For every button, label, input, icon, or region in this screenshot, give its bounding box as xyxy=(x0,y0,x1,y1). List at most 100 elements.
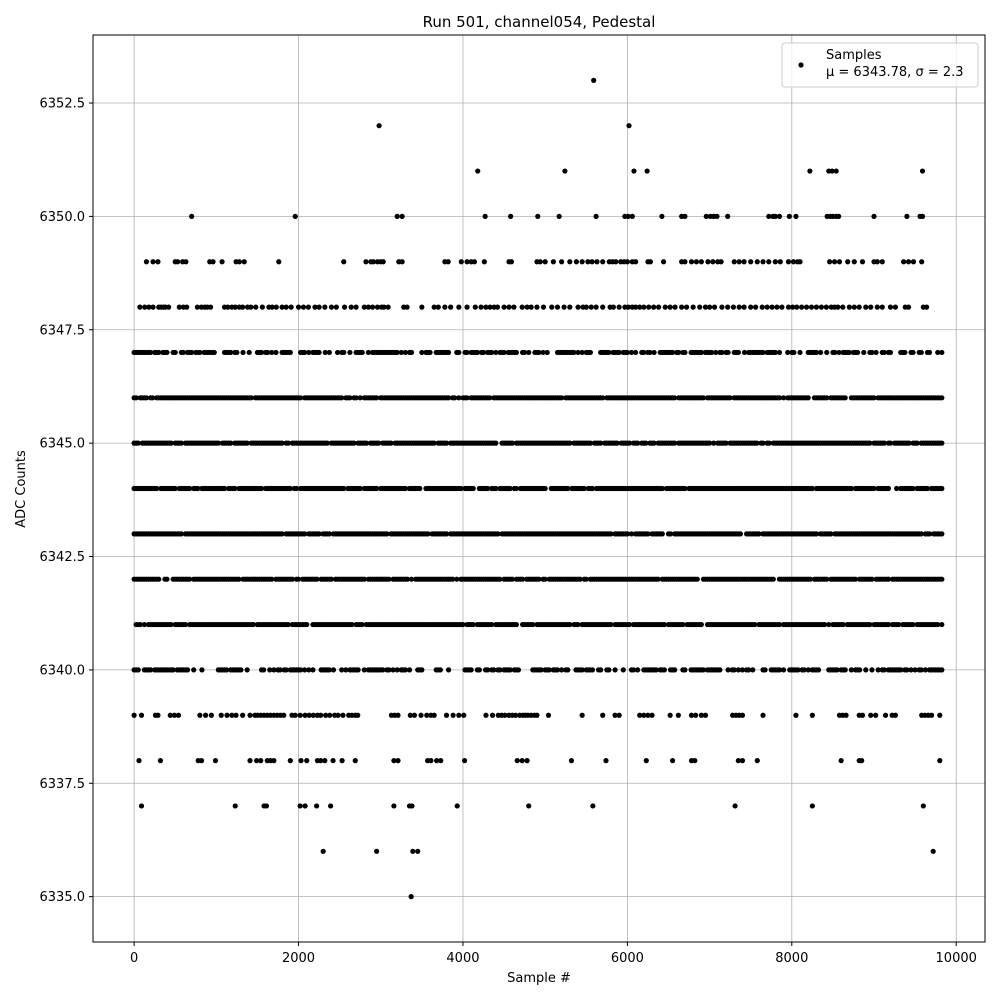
data-point xyxy=(464,304,470,310)
data-point xyxy=(554,304,561,310)
data-point xyxy=(926,531,933,537)
data-point xyxy=(302,531,308,537)
data-point xyxy=(524,758,530,764)
data-point xyxy=(443,440,450,446)
data-point xyxy=(785,349,791,356)
data-point xyxy=(515,667,522,673)
data-point xyxy=(700,395,707,401)
data-point xyxy=(807,168,813,174)
data-point xyxy=(606,667,612,673)
data-point xyxy=(248,395,254,401)
data-point xyxy=(559,259,565,265)
plot-area-frame xyxy=(92,34,986,943)
data-point xyxy=(508,213,514,219)
data-point xyxy=(450,576,456,582)
data-point xyxy=(297,803,303,809)
data-point xyxy=(519,576,526,582)
data-point xyxy=(791,349,797,356)
data-point xyxy=(537,259,543,265)
data-point xyxy=(549,304,555,310)
data-point xyxy=(554,667,561,673)
data-point xyxy=(186,485,193,492)
data-point xyxy=(752,621,758,628)
data-point xyxy=(918,531,924,537)
data-point xyxy=(567,621,573,628)
data-point xyxy=(637,304,643,310)
data-point xyxy=(443,531,450,537)
data-point xyxy=(714,213,720,219)
data-point xyxy=(452,395,458,401)
data-point xyxy=(612,712,618,718)
data-point xyxy=(310,667,316,673)
data-point xyxy=(920,803,926,809)
data-point xyxy=(502,712,508,718)
data-point xyxy=(357,395,363,401)
data-point xyxy=(195,485,201,492)
data-point xyxy=(374,485,380,492)
data-point xyxy=(435,304,441,310)
data-point xyxy=(497,576,503,582)
data-point xyxy=(212,758,219,764)
data-point xyxy=(353,395,359,401)
data-point xyxy=(885,576,892,582)
data-point xyxy=(456,395,462,401)
data-point xyxy=(326,667,332,673)
data-point xyxy=(374,848,380,854)
data-point xyxy=(725,213,731,219)
data-point xyxy=(248,304,254,310)
data-point xyxy=(170,667,176,673)
x-axis-label: Sample # xyxy=(507,971,571,986)
data-point xyxy=(710,259,716,265)
data-point xyxy=(769,304,775,310)
data-point xyxy=(497,667,503,673)
data-point xyxy=(679,304,685,310)
data-point xyxy=(476,667,482,673)
y-tick-label: 6342.5 xyxy=(40,550,86,565)
data-point xyxy=(178,440,184,446)
data-point xyxy=(260,667,267,673)
data-point xyxy=(288,304,294,310)
data-point xyxy=(512,712,519,718)
data-point xyxy=(546,667,552,673)
data-point xyxy=(380,667,386,673)
data-point xyxy=(482,213,488,219)
data-point xyxy=(690,304,696,310)
data-point xyxy=(565,667,571,673)
data-point xyxy=(522,349,528,356)
data-point xyxy=(304,621,310,628)
data-point xyxy=(780,667,787,673)
data-point xyxy=(258,758,264,764)
data-point xyxy=(905,259,912,265)
legend-entry-label: Samples xyxy=(826,48,882,63)
data-point xyxy=(279,304,285,310)
data-point xyxy=(197,349,203,356)
data-point xyxy=(851,304,857,310)
data-point xyxy=(283,667,289,673)
data-point xyxy=(732,803,738,809)
data-point xyxy=(142,304,148,310)
data-point xyxy=(896,621,902,628)
data-point xyxy=(843,712,849,718)
x-tick-label: 10000 xyxy=(936,951,977,966)
data-point xyxy=(875,667,881,673)
data-point xyxy=(871,395,877,401)
data-point xyxy=(386,576,392,582)
data-point xyxy=(653,667,659,673)
data-point xyxy=(471,259,478,265)
data-point xyxy=(826,621,832,628)
data-point xyxy=(485,485,491,492)
data-point xyxy=(203,712,209,718)
data-point xyxy=(662,304,668,310)
x-tick-label: 2000 xyxy=(282,951,315,966)
data-point xyxy=(361,667,367,673)
data-point xyxy=(651,440,657,446)
data-point xyxy=(579,259,585,265)
data-point xyxy=(150,304,156,310)
data-point xyxy=(766,259,772,265)
data-point xyxy=(659,485,665,492)
data-point xyxy=(391,803,397,809)
data-point xyxy=(493,349,499,356)
data-point xyxy=(136,758,142,764)
data-point xyxy=(363,440,369,446)
